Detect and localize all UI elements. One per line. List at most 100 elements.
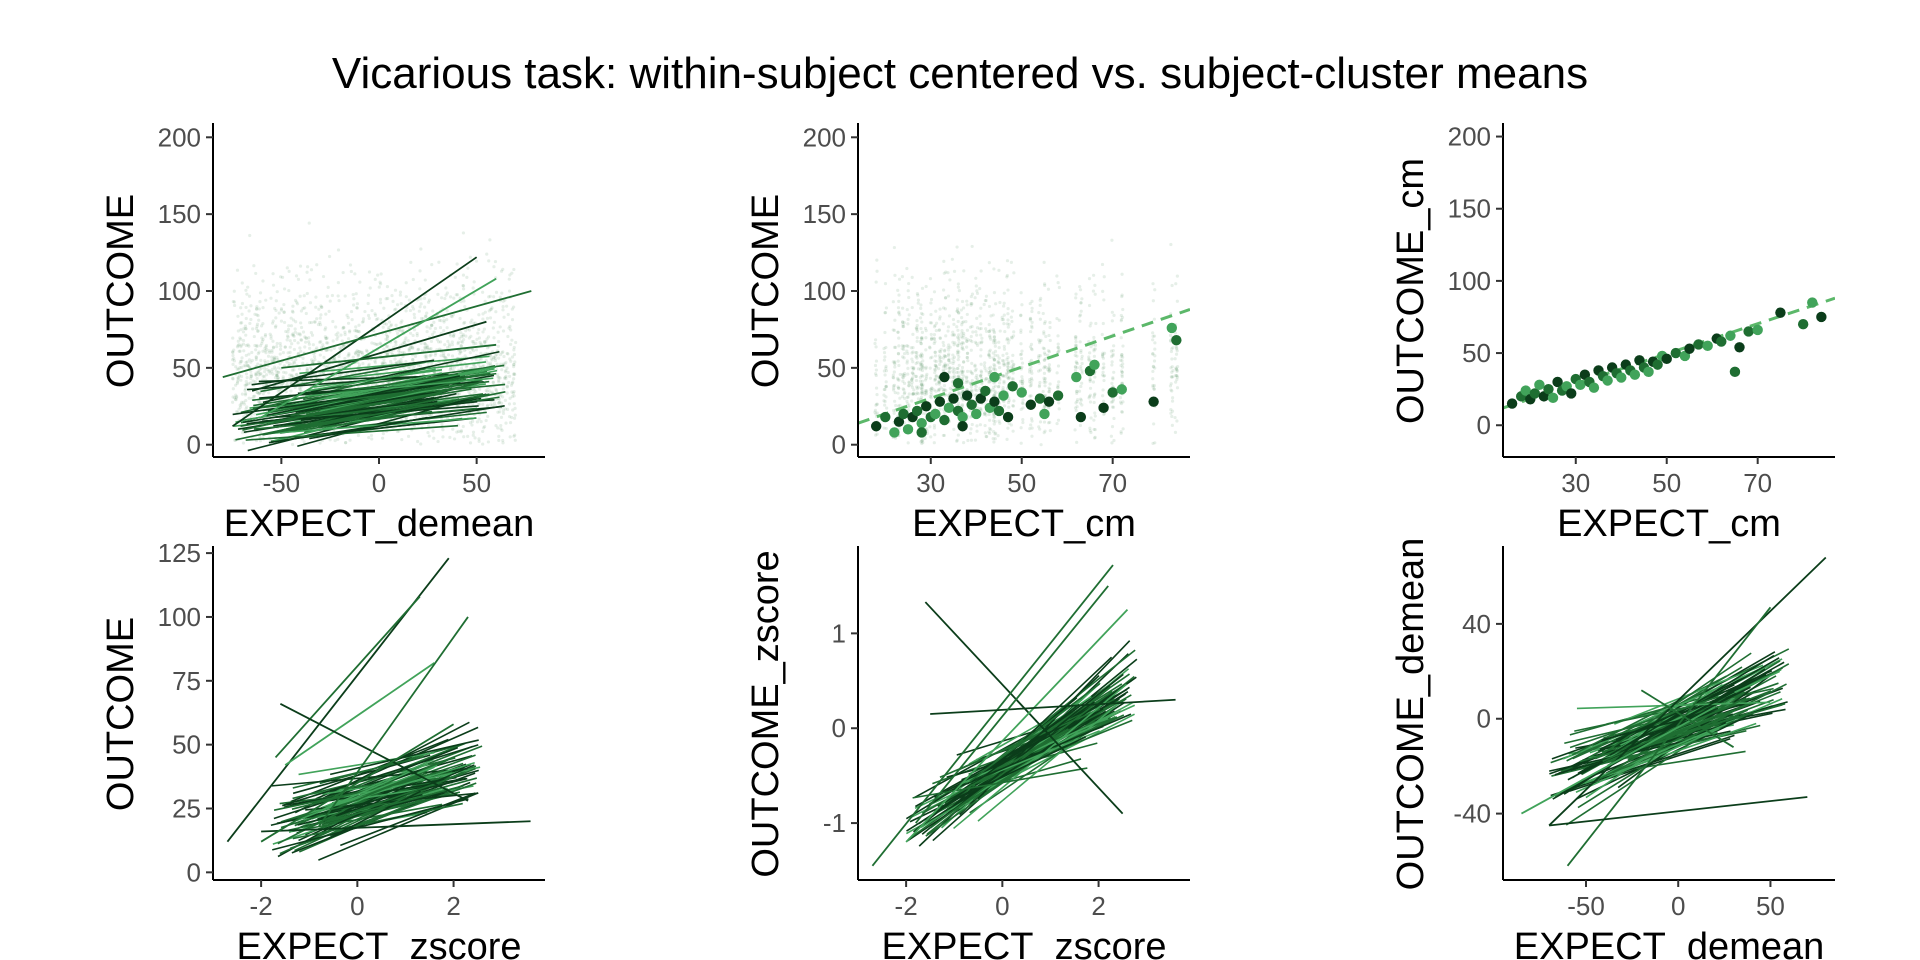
raw-point [424, 314, 428, 318]
raw-point [501, 329, 506, 333]
raw-point [1088, 378, 1092, 382]
raw-point [458, 350, 462, 354]
raw-point [272, 357, 277, 361]
raw-point [336, 281, 340, 285]
raw-point [305, 265, 310, 269]
raw-point [966, 380, 970, 384]
raw-point [275, 290, 279, 294]
raw-point [485, 252, 489, 256]
raw-point [272, 355, 277, 359]
raw-point [1119, 319, 1123, 323]
raw-point [997, 268, 1001, 272]
raw-point [1006, 365, 1010, 369]
raw-point [254, 373, 258, 377]
plot-area [226, 557, 531, 861]
raw-point [272, 356, 276, 360]
raw-point [914, 361, 918, 366]
raw-point [979, 407, 983, 411]
raw-point [356, 329, 360, 333]
raw-point [919, 326, 923, 331]
raw-point [979, 369, 983, 373]
raw-point [1173, 430, 1178, 434]
raw-point [489, 307, 493, 311]
raw-point [238, 336, 242, 340]
raw-point [893, 318, 897, 322]
raw-point [1005, 372, 1009, 377]
raw-point [241, 441, 246, 445]
raw-point [956, 319, 960, 324]
raw-point [955, 439, 959, 443]
subject-line [271, 767, 468, 787]
raw-point [305, 368, 310, 372]
raw-point [951, 353, 955, 357]
raw-point [426, 347, 430, 352]
cluster-mean-point [1098, 402, 1109, 414]
raw-point [496, 373, 500, 377]
raw-point [428, 347, 432, 351]
raw-point [472, 280, 476, 284]
raw-point [499, 401, 504, 405]
raw-point [952, 374, 956, 378]
raw-point [1057, 348, 1061, 352]
raw-point [910, 376, 915, 380]
subject-line [915, 585, 1109, 824]
raw-point [485, 337, 489, 341]
y-axis-title: OUTCOME_cm [1390, 158, 1432, 424]
raw-point [373, 361, 378, 365]
raw-point [910, 305, 914, 310]
raw-point [1011, 377, 1015, 381]
raw-point [461, 333, 465, 337]
raw-point [442, 318, 446, 323]
raw-point [249, 373, 253, 377]
raw-point [499, 415, 504, 419]
raw-point [1174, 352, 1179, 356]
raw-point [262, 366, 267, 371]
raw-point [443, 343, 447, 347]
raw-point [501, 308, 505, 312]
raw-point [948, 345, 952, 349]
raw-point [1171, 396, 1175, 400]
raw-point [304, 311, 308, 316]
raw-point [505, 385, 509, 389]
raw-point [975, 291, 980, 296]
raw-point [953, 341, 957, 345]
raw-point [404, 416, 409, 420]
raw-point [943, 363, 947, 367]
raw-point [1169, 388, 1173, 392]
raw-point [264, 343, 269, 348]
raw-point [346, 354, 350, 358]
raw-point [1175, 299, 1179, 303]
raw-point [290, 442, 295, 447]
cluster-means [1506, 297, 1827, 409]
raw-point [288, 345, 292, 349]
raw-point [994, 341, 998, 345]
subject-line [1640, 689, 1735, 748]
raw-point [472, 391, 476, 395]
raw-point [427, 434, 431, 438]
raw-point [1037, 311, 1041, 315]
raw-point [411, 277, 415, 282]
raw-point [333, 438, 337, 443]
raw-point [496, 330, 500, 334]
raw-point [421, 317, 425, 321]
raw-point [1038, 317, 1042, 321]
raw-point [956, 335, 960, 339]
raw-point [498, 376, 502, 380]
raw-point [882, 358, 887, 362]
raw-point [1029, 317, 1033, 321]
raw-point [374, 317, 379, 322]
raw-point [290, 374, 294, 378]
raw-point [998, 329, 1002, 333]
raw-point [918, 379, 922, 383]
raw-point [943, 307, 947, 311]
raw-point [282, 287, 287, 291]
raw-point [911, 392, 915, 396]
raw-point [915, 353, 919, 358]
raw-point [1006, 400, 1011, 405]
raw-point [965, 328, 970, 332]
raw-point [452, 437, 457, 441]
raw-point [394, 343, 398, 347]
raw-point [956, 358, 960, 362]
subject-line [232, 256, 478, 427]
raw-point [249, 374, 253, 378]
